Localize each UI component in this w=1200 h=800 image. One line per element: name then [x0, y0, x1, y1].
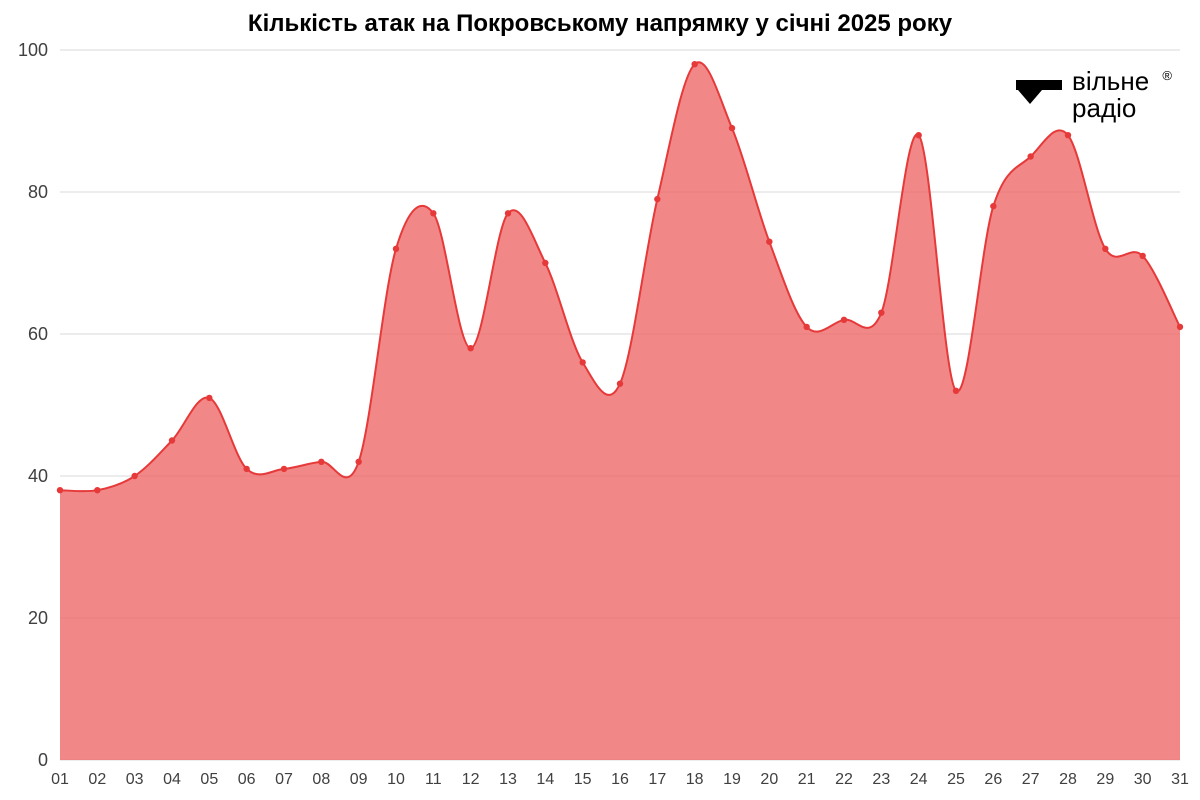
x-tick-label: 05	[200, 771, 218, 788]
data-point	[131, 473, 137, 479]
x-tick-label: 19	[723, 771, 741, 788]
brand-logo-mark	[1016, 80, 1062, 110]
x-tick-label: 10	[387, 771, 405, 788]
y-tick-label: 40	[28, 466, 48, 486]
x-tick-label: 20	[760, 771, 778, 788]
brand-logo-line2: радіо	[1072, 93, 1136, 123]
data-point	[281, 466, 287, 472]
data-point	[318, 459, 324, 465]
data-point	[243, 466, 249, 472]
data-point	[654, 196, 660, 202]
x-tick-label: 12	[462, 771, 480, 788]
x-tick-label: 11	[425, 771, 442, 788]
data-point	[355, 459, 361, 465]
data-point	[878, 310, 884, 316]
data-point	[915, 132, 921, 138]
x-tick-label: 04	[163, 771, 181, 788]
data-point	[430, 210, 436, 216]
x-tick-label: 29	[1096, 771, 1114, 788]
x-tick-label: 22	[835, 771, 853, 788]
data-point	[94, 487, 100, 493]
data-point	[953, 388, 959, 394]
data-point	[1139, 253, 1145, 259]
x-tick-label: 28	[1059, 771, 1077, 788]
data-point	[1027, 153, 1033, 159]
data-point	[579, 359, 585, 365]
data-point	[766, 239, 772, 245]
x-tick-label: 27	[1022, 771, 1040, 788]
data-point	[691, 61, 697, 67]
data-point	[803, 324, 809, 330]
x-tick-label: 21	[798, 771, 816, 788]
x-tick-label: 08	[312, 771, 330, 788]
x-tick-label: 07	[275, 771, 293, 788]
data-point	[1102, 246, 1108, 252]
data-point	[729, 125, 735, 131]
data-point	[206, 395, 212, 401]
brand-logo: вільне ® радіо	[1016, 68, 1172, 123]
x-tick-label: 03	[126, 771, 144, 788]
x-tick-label: 15	[574, 771, 592, 788]
x-tick-label: 06	[238, 771, 256, 788]
area-fill	[60, 62, 1180, 760]
x-tick-label: 18	[686, 771, 704, 788]
x-tick-label: 31	[1171, 771, 1189, 788]
x-tick-label: 01	[51, 771, 69, 788]
x-tick-label: 17	[648, 771, 666, 788]
data-point	[1177, 324, 1183, 330]
y-tick-label: 60	[28, 324, 48, 344]
data-point	[57, 487, 63, 493]
x-tick-label: 24	[910, 771, 928, 788]
x-tick-label: 13	[499, 771, 517, 788]
data-point	[841, 317, 847, 323]
data-point	[617, 381, 623, 387]
data-point	[1065, 132, 1071, 138]
brand-logo-line1: вільне	[1072, 66, 1149, 96]
data-point	[169, 437, 175, 443]
brand-logo-text: вільне ® радіо	[1072, 68, 1172, 123]
chart-container: Кількість атак на Покровському напрямку …	[0, 0, 1200, 800]
x-tick-label: 16	[611, 771, 629, 788]
data-point	[467, 345, 473, 351]
data-point	[542, 260, 548, 266]
data-point	[505, 210, 511, 216]
x-tick-label: 09	[350, 771, 368, 788]
data-point	[990, 203, 996, 209]
y-tick-label: 100	[18, 40, 48, 60]
x-tick-label: 25	[947, 771, 965, 788]
y-tick-label: 20	[28, 608, 48, 628]
x-tick-label: 23	[872, 771, 890, 788]
y-tick-label: 0	[38, 750, 48, 770]
y-tick-label: 80	[28, 182, 48, 202]
x-tick-label: 30	[1134, 771, 1152, 788]
brand-logo-registered: ®	[1162, 68, 1172, 83]
x-tick-label: 02	[88, 771, 106, 788]
x-tick-label: 14	[536, 771, 554, 788]
x-tick-label: 26	[984, 771, 1002, 788]
data-point	[393, 246, 399, 252]
